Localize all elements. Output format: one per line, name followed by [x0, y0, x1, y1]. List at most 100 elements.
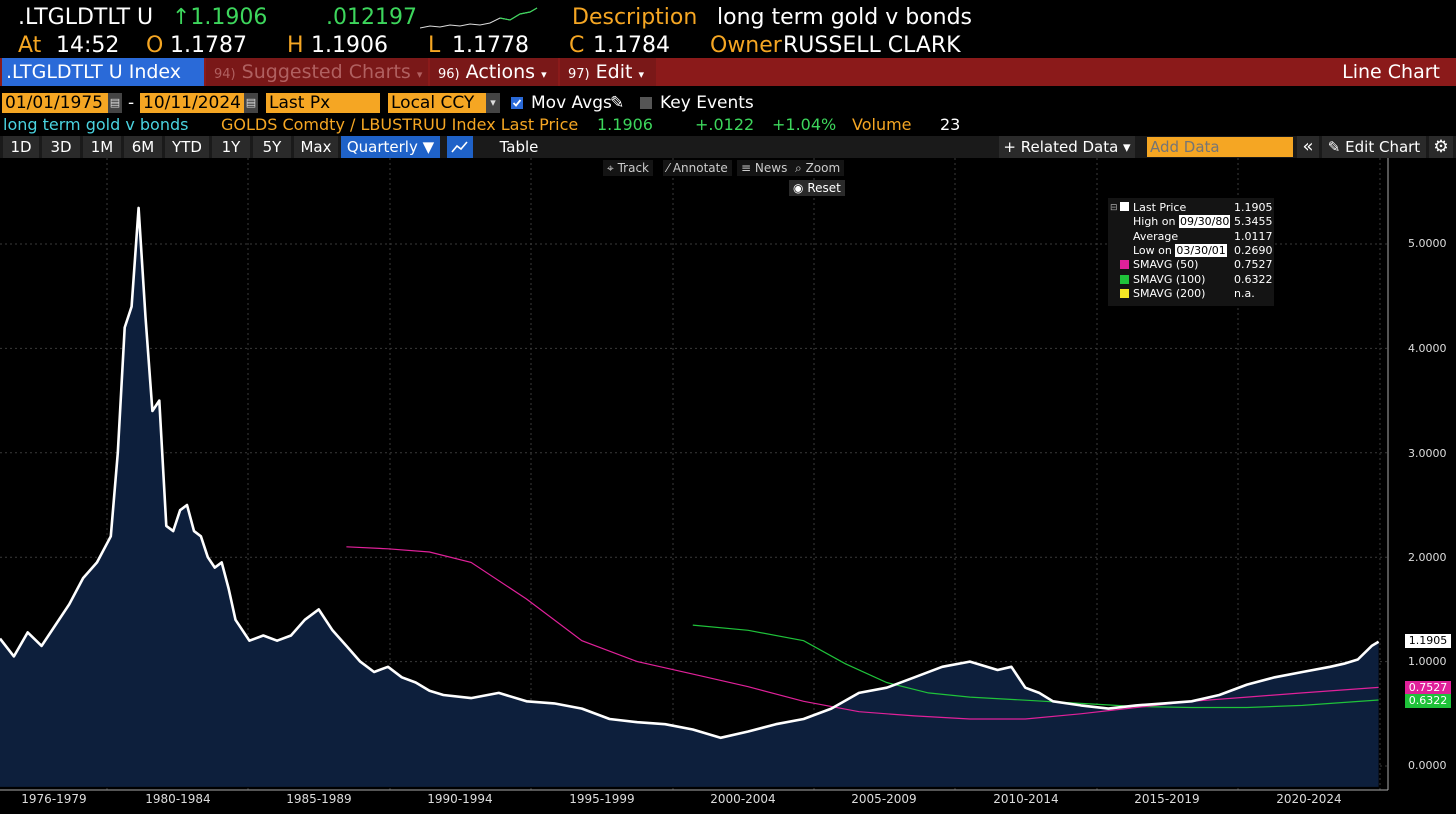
price-field-select[interactable]: Last Px [266, 93, 380, 113]
calendar-icon[interactable]: ▤ [108, 93, 122, 113]
range-6m[interactable]: 6M [124, 136, 162, 158]
mov-avgs-checkbox[interactable] [511, 97, 523, 109]
add-data-input[interactable] [1147, 137, 1293, 157]
x-tick: 1976-1979 [21, 792, 87, 806]
date-dash: - [128, 93, 135, 113]
range-1y[interactable]: 1Y [212, 136, 250, 158]
close-value: 1.1784 [593, 33, 670, 58]
line-chart-icon[interactable] [447, 136, 473, 158]
owner-label: Owner [710, 33, 782, 58]
reset-button[interactable]: ◉ Reset [789, 180, 845, 196]
sma100-tag: 0.6322 [1405, 694, 1451, 708]
edit-menu[interactable]: 97) Edit ▾ [560, 58, 656, 86]
legend-last-price: 1.1905 [1234, 201, 1273, 214]
chevron-down-icon: ▾ [416, 68, 423, 81]
zoom-tool[interactable]: ⌕ Zoom [791, 160, 845, 176]
annotate-tool[interactable]: ⁄ Annotate [663, 160, 732, 176]
range-3d[interactable]: 3D [42, 136, 80, 158]
legend-collapse-icon[interactable]: ⊟ [1110, 203, 1118, 213]
edit-chart-button[interactable]: ✎ Edit Chart [1322, 136, 1426, 158]
series-pct: +1.04% [772, 115, 837, 134]
x-tick: 1990-1994 [427, 792, 493, 806]
news-icon: ≡ [741, 161, 752, 175]
suggested-num: 94) [214, 67, 236, 82]
collapse-icon[interactable]: « [1297, 136, 1319, 158]
open-label: O [146, 33, 164, 58]
range-5y[interactable]: 5Y [253, 136, 291, 158]
related-data-menu[interactable]: + Related Data ▾ [999, 136, 1135, 158]
security-field[interactable]: .LTGLDTLT U Index [2, 58, 204, 86]
y-tick: 4.0000 [1408, 342, 1447, 355]
range-max[interactable]: Max [294, 136, 338, 158]
low-label: L [428, 33, 441, 58]
start-date-input[interactable]: 01/01/1975 [2, 93, 108, 113]
annotate-label: Annotate [672, 161, 728, 175]
mov-avgs-label: Mov Avgs [531, 93, 612, 113]
y-tick: 2.0000 [1408, 551, 1447, 564]
legend-sma100-label: SMAVG (100) [1133, 273, 1206, 286]
legend-low-date: 03/30/01 [1175, 244, 1227, 257]
high-label: H [287, 33, 304, 58]
x-tick: 2020-2024 [1276, 792, 1342, 806]
actions-menu[interactable]: 96) Actions ▾ [430, 58, 558, 86]
series-formula: GOLDS Comdty / LBUSTRUU Index Last Price [221, 115, 579, 134]
chevron-down-icon[interactable]: ▾ [486, 93, 500, 113]
edit-label: Edit [595, 61, 633, 83]
table-button[interactable]: Table [499, 138, 539, 156]
at-label: At [18, 33, 42, 58]
legend-average-label: Average [1133, 230, 1179, 243]
legend-average: 1.0117 [1234, 230, 1273, 243]
close-label: C [569, 33, 585, 58]
command-bar: .LTGLDTLT U Index 94) Suggested Charts ▾… [0, 58, 1456, 86]
sparkline [420, 7, 538, 29]
legend-low-label: Low on [1133, 244, 1172, 257]
gear-icon[interactable]: ⚙ [1429, 136, 1453, 158]
series-change: +.0122 [695, 115, 755, 134]
pencil-icon[interactable]: ✎ [610, 93, 625, 113]
track-tool[interactable]: ⌖ Track [603, 160, 653, 176]
open-value: 1.1787 [170, 33, 247, 58]
y-tick: 0.0000 [1408, 759, 1447, 772]
y-tick: 5.0000 [1408, 237, 1447, 250]
chart-type-label: Line Chart [1342, 61, 1440, 83]
crosshair-icon: ⌖ [607, 161, 614, 175]
suggested-charts-menu[interactable]: 94) Suggested Charts ▾ [206, 58, 428, 86]
sma100-swatch [1120, 275, 1129, 284]
key-events-checkbox[interactable] [640, 97, 652, 109]
currency-select[interactable]: Local CCY [388, 93, 486, 113]
news-label: News [754, 161, 788, 175]
legend-high-label: High on [1133, 215, 1176, 228]
chart-area [0, 158, 1389, 791]
sma50-swatch [1120, 260, 1129, 269]
news-tool[interactable]: ≡ News [737, 160, 792, 176]
range-1d[interactable]: 1D [3, 136, 39, 158]
end-date-input[interactable]: 10/11/2024 [140, 93, 244, 113]
key-events-label: Key Events [660, 93, 754, 113]
period-select[interactable]: Quarterly ▼ [341, 136, 440, 158]
volume-label: Volume [852, 115, 912, 134]
calendar-icon[interactable]: ▤ [244, 93, 258, 113]
edit-num: 97) [568, 67, 590, 82]
pencil-icon: ⁄ [667, 161, 670, 175]
x-tick: 2005-2009 [851, 792, 917, 806]
range-ytd[interactable]: YTD [165, 136, 209, 158]
x-tick: 2000-2004 [710, 792, 776, 806]
low-value: 1.1778 [452, 33, 529, 58]
x-tick: 2010-2014 [993, 792, 1059, 806]
price-line [0, 206, 1380, 740]
price-area [0, 207, 1379, 787]
legend-sma50: 0.7527 [1234, 258, 1273, 271]
suggested-label: Suggested Charts [241, 61, 411, 83]
time: 14:52 [56, 33, 120, 58]
range-1m[interactable]: 1M [83, 136, 121, 158]
edit-chart-label: Edit Chart [1345, 138, 1421, 156]
y-tick: 1.0000 [1408, 655, 1447, 668]
series-price: 1.1906 [597, 115, 653, 134]
description-label: Description [572, 5, 698, 30]
legend-low-row: Low on 03/30/01 [1133, 244, 1227, 258]
description: long term gold v bonds [717, 5, 973, 30]
reset-label: Reset [807, 181, 841, 195]
zoom-label: Zoom [805, 161, 841, 175]
sma50-tag: 0.7527 [1405, 681, 1451, 695]
legend-sma100: 0.6322 [1234, 273, 1273, 286]
